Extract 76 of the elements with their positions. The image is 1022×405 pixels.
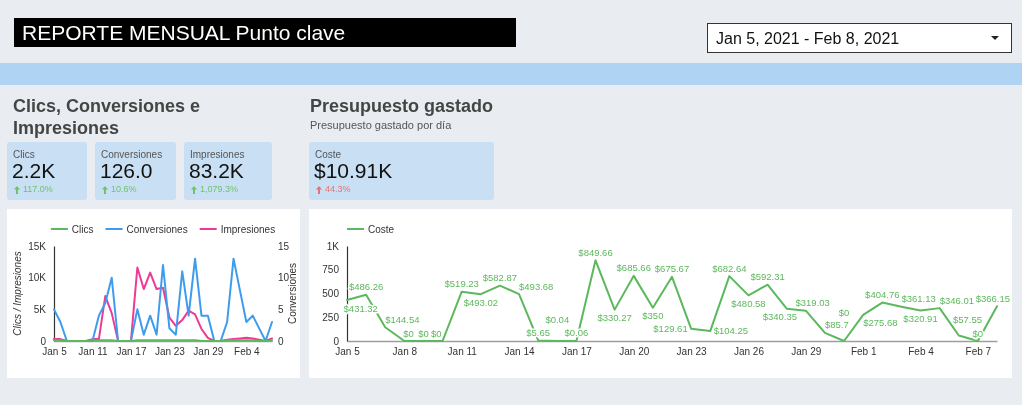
y-tick-label: 1K [326,240,340,252]
y2-tick-label: 0 [278,335,284,347]
x-tick-label: Jan 8 [392,346,418,358]
y-axis-title: Clics / Impresiones [11,251,23,336]
text: Clics, Conversiones e Impresiones [13,95,202,139]
x-tick-label: Feb 1 [850,346,877,358]
kpi-card: Impresiones 83.2K 1,079.3% [184,142,272,200]
data-label: $330.27 [597,312,632,324]
legend-label: Clics [71,223,94,235]
data-label: $592.31 [750,271,785,283]
y-tick-label: 750 [322,264,340,276]
data-label: $346.01 [939,294,974,306]
data-label: $493.02 [463,296,498,308]
x-tick-label: Jan 17 [116,346,147,358]
data-label: $57.55 [952,314,983,326]
data-label: $685.66 [616,262,651,274]
y-tick-label: 5K [33,304,47,316]
x-tick-label: Jan 11 [447,346,478,358]
data-label: $319.03 [795,297,830,309]
data-label: $144.54 [385,313,420,325]
data-label: $486.26 [348,281,384,293]
legend-label: Conversiones [126,223,188,235]
data-label: $366.15 [975,292,1010,304]
data-label: $129.61 [653,323,688,335]
y-tick-label: 0 [40,335,47,347]
x-tick-label: Jan 26 [733,346,765,358]
data-label: $0 [418,327,429,339]
data-label: $320.91 [903,313,938,325]
x-tick-label: Feb 4 [234,346,261,358]
x-tick-label: Jan 5 [335,346,361,358]
data-label: $340.35 [762,311,798,323]
data-label: $0 [838,306,850,318]
legend-label: Coste [368,223,395,235]
kpi-card: Conversiones 126.0 10.6% [95,142,176,200]
y-tick-label: 15K [28,240,47,252]
text: Presupuesto gastado por día [310,119,452,132]
y2-tick-label: 5 [278,304,284,316]
text: REPORTE MENSUAL Punto clave [14,18,516,47]
y2-tick-label: 10 [278,272,290,284]
legend-label: Impresiones [220,223,276,235]
data-label: $275.68 [863,317,898,329]
y-tick-label: 250 [322,311,340,323]
data-label: $675.67 [654,263,690,275]
x-tick-label: Feb 7 [965,346,992,358]
data-label: $849.66 [578,246,613,258]
dropdown-field: Jan 5, 2021 - Feb 8, 2021 [707,23,1012,53]
data-label: $0.04 [545,314,570,326]
x-tick-label: Feb 4 [908,346,935,358]
data-label: $0 [403,327,414,339]
x-tick-label: Jan 11 [78,346,109,358]
data-label: $519.23 [444,278,479,290]
y-tick-label: 0 [333,335,340,347]
kpi-card: Coste $10.91K 44.3% [309,142,494,200]
y-tick-label: 10K [28,272,47,284]
x-tick-label: Jan 14 [504,346,536,358]
data-label: $361.13 [901,293,936,305]
x-tick-label: Jan 23 [676,346,708,358]
x-tick-label: Jan 5 [42,346,68,358]
data-label: $85.7 [824,319,849,331]
x-tick-label: Jan 17 [561,346,593,358]
data-label: $480.58 [731,297,766,309]
x-tick-label: Jan 29 [193,346,224,358]
x-tick-label: Jan 23 [154,346,186,358]
text: Presupuesto gastado [310,95,495,117]
x-tick-label: Jan 20 [619,346,650,358]
data-label: $493.68 [519,280,554,292]
kpi-card: Clics 2.2K 117.0% [7,142,87,200]
data-label: $582.87 [482,272,518,284]
data-label: $0 [430,327,442,339]
data-label: $682.64 [712,262,747,274]
y2-tick-label: 15 [278,240,290,252]
data-label: $350 [642,310,664,322]
y-tick-label: 500 [322,288,340,300]
x-tick-label: Jan 29 [791,346,822,358]
data-label: $404.76 [865,289,900,301]
data-label: $104.25 [713,324,749,336]
